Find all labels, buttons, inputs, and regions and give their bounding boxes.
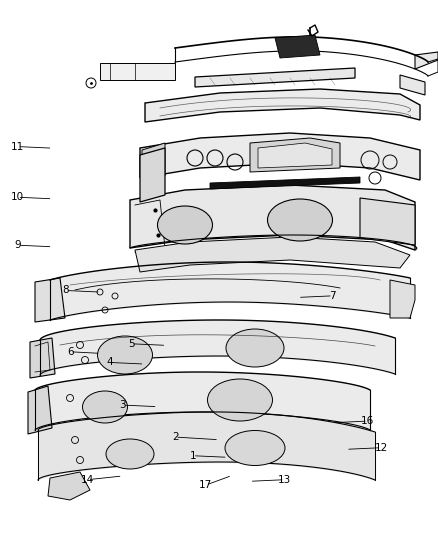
Ellipse shape — [226, 329, 284, 367]
Polygon shape — [30, 338, 55, 378]
Polygon shape — [415, 52, 438, 69]
Text: 8: 8 — [62, 286, 69, 295]
Text: 7: 7 — [329, 291, 336, 301]
Polygon shape — [210, 177, 360, 189]
Polygon shape — [258, 143, 332, 168]
Ellipse shape — [98, 336, 152, 374]
Polygon shape — [400, 75, 425, 95]
Text: 2: 2 — [172, 432, 179, 442]
Ellipse shape — [208, 379, 272, 421]
Polygon shape — [360, 198, 415, 245]
Text: 13: 13 — [278, 475, 291, 484]
Text: 5: 5 — [128, 339, 135, 349]
Polygon shape — [140, 133, 420, 180]
Polygon shape — [145, 89, 420, 122]
Ellipse shape — [82, 391, 127, 423]
Polygon shape — [28, 386, 52, 434]
Text: 9: 9 — [14, 240, 21, 250]
Text: 11: 11 — [11, 142, 24, 151]
Polygon shape — [142, 143, 165, 178]
Polygon shape — [390, 280, 415, 318]
Ellipse shape — [106, 439, 154, 469]
Polygon shape — [140, 148, 165, 202]
Polygon shape — [35, 278, 65, 322]
Text: 4: 4 — [106, 358, 113, 367]
Ellipse shape — [158, 206, 212, 244]
Text: 10: 10 — [11, 192, 24, 202]
Polygon shape — [250, 138, 340, 172]
Text: 3: 3 — [119, 400, 126, 410]
Text: 14: 14 — [81, 475, 94, 484]
Ellipse shape — [225, 431, 285, 465]
Polygon shape — [275, 35, 320, 58]
Text: 17: 17 — [199, 480, 212, 490]
Polygon shape — [195, 68, 355, 87]
Polygon shape — [100, 63, 175, 80]
Polygon shape — [130, 185, 415, 250]
Ellipse shape — [268, 199, 332, 241]
Text: 6: 6 — [67, 347, 74, 357]
Text: 16: 16 — [361, 416, 374, 426]
Text: 1: 1 — [189, 451, 196, 461]
Text: 12: 12 — [374, 443, 388, 453]
Polygon shape — [48, 472, 90, 500]
Polygon shape — [135, 237, 410, 272]
